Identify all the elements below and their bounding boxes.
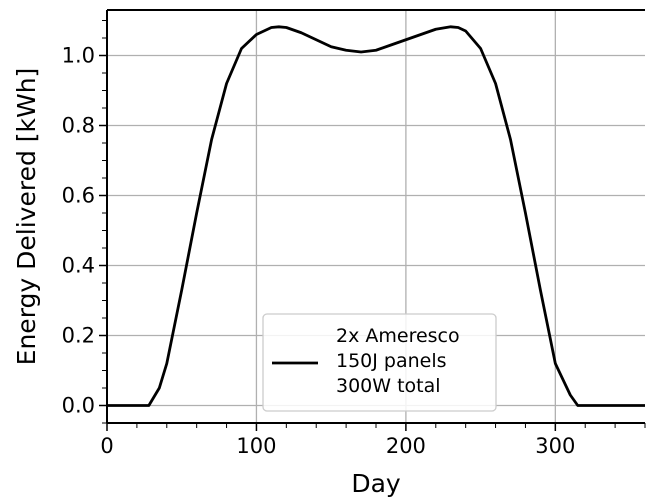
legend-label-line-3: 300W total <box>336 375 441 397</box>
x-tick-label: 300 <box>535 434 575 458</box>
x-tick-label: 100 <box>236 434 276 458</box>
y-tick-label: 0.0 <box>62 394 95 418</box>
y-tick-label: 0.8 <box>62 114 95 138</box>
y-tick-label: 0.6 <box>62 184 95 208</box>
ticks: 0 100 200 300 0.0 0.2 0.4 0.6 0.8 1.0 <box>62 20 646 458</box>
y-tick-label: 1.0 <box>62 44 95 68</box>
series-layer <box>107 25 645 407</box>
y-tick-label: 0.4 <box>62 254 95 278</box>
y-axis-label: Energy Delivered [kWh] <box>12 68 41 366</box>
legend-label-line-2: 150J panels <box>336 350 447 372</box>
series-line <box>107 25 645 407</box>
y-tick-label: 0.2 <box>62 324 95 348</box>
legend: 2x Ameresco 150J panels 300W total <box>262 313 497 412</box>
legend-label-line-1: 2x Ameresco <box>336 325 460 347</box>
x-tick-label: 200 <box>386 434 426 458</box>
legend-box <box>262 313 497 412</box>
x-tick-label: 0 <box>100 434 113 458</box>
x-axis-label: Day <box>351 469 401 498</box>
